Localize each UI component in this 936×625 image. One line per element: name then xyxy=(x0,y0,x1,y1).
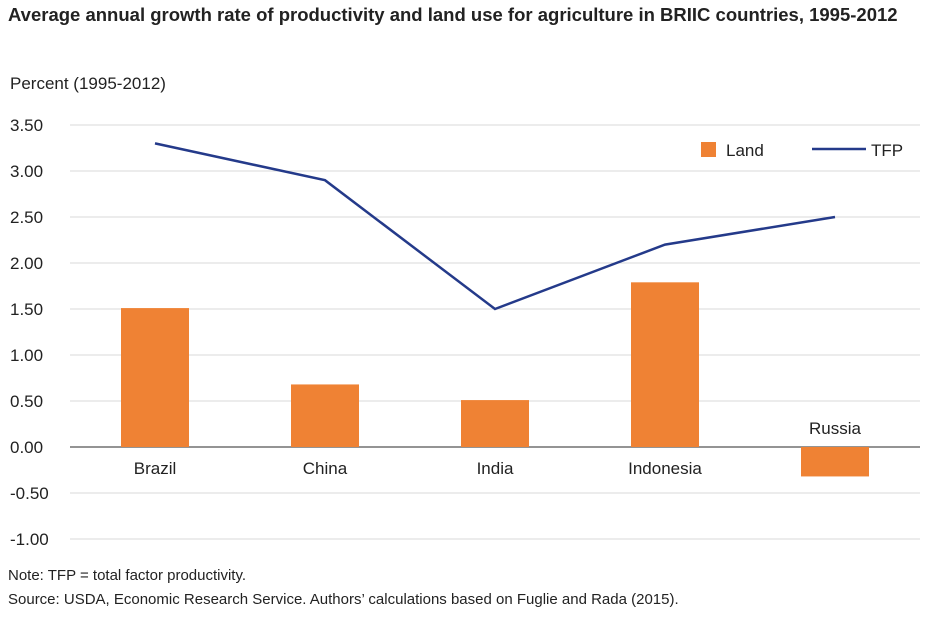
y-tick-label: 1.50 xyxy=(10,300,43,319)
x-tick-label: Brazil xyxy=(134,459,177,478)
x-tick-label: India xyxy=(477,459,514,478)
legend-land-label: Land xyxy=(726,141,764,160)
bar-china xyxy=(291,384,359,447)
x-tick-label: China xyxy=(303,459,348,478)
y-tick-label: 3.00 xyxy=(10,162,43,181)
legend-tfp-label: TFP xyxy=(871,141,903,160)
source: Source: USDA, Economic Research Service.… xyxy=(8,591,679,608)
bar-india xyxy=(461,400,529,447)
y-tick-label: 2.50 xyxy=(10,208,43,227)
chart-title: Average annual growth rate of productivi… xyxy=(8,4,898,25)
bar-russia xyxy=(801,447,869,477)
x-tick-label: Indonesia xyxy=(628,459,702,478)
note: Note: TFP = total factor productivity. xyxy=(8,567,247,584)
y-tick-label: -1.00 xyxy=(10,530,49,549)
y-tick-label: 3.50 xyxy=(10,116,43,135)
y-tick-label: 2.00 xyxy=(10,254,43,273)
bar-indonesia xyxy=(631,282,699,447)
x-tick-label: Russia xyxy=(809,419,862,438)
y-tick-label: -0.50 xyxy=(10,484,49,503)
y-tick-label: 0.00 xyxy=(10,438,43,457)
bar-brazil xyxy=(121,308,189,447)
y-axis-label: Percent (1995-2012) xyxy=(10,74,166,93)
y-tick-label: 0.50 xyxy=(10,392,43,411)
legend-land-swatch xyxy=(701,142,716,157)
y-tick-label: 1.00 xyxy=(10,346,43,365)
tfp-line xyxy=(154,142,836,311)
